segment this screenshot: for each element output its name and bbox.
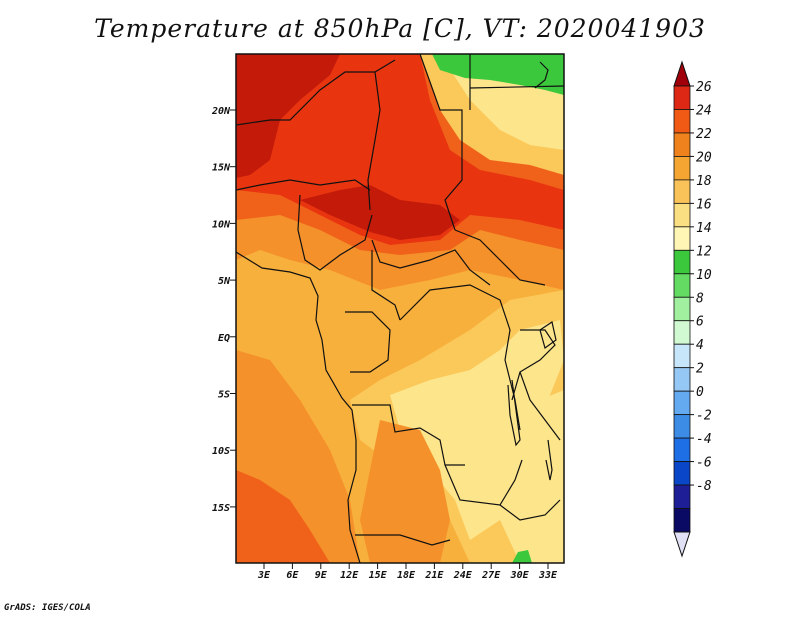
colorbar-segment xyxy=(673,273,691,298)
colorbar-label: -6 xyxy=(696,456,712,471)
lat-tick-label: 15S xyxy=(212,503,230,514)
border-car xyxy=(371,239,491,286)
coastline-west xyxy=(236,251,361,563)
colorbar-label: 2 xyxy=(696,362,704,377)
lon-tick-label: 18E xyxy=(397,570,416,581)
lat-tick-label: 15N xyxy=(212,163,231,174)
colorbar-label: -2 xyxy=(696,409,712,424)
colorbar-label: 4 xyxy=(696,338,704,353)
border-egypt-sudan xyxy=(469,85,564,89)
colorbar-label: 26 xyxy=(696,80,712,95)
field-cream-east xyxy=(500,390,564,563)
colorbar-label: 6 xyxy=(696,315,704,330)
latitude-axis: 20N 15N 10N 5N EQ 5S 10S 15S xyxy=(211,106,236,514)
colorbar-label: 22 xyxy=(696,127,712,142)
lon-tick-label: 15E xyxy=(369,570,388,581)
lake-tanganyika xyxy=(507,379,521,447)
lake-malawi xyxy=(545,439,553,481)
lon-tick-label: 27E xyxy=(481,570,501,581)
map-frame xyxy=(235,53,565,564)
border-nigeria xyxy=(297,194,373,271)
border-angola-south xyxy=(355,534,451,546)
lon-tick-label: 33E xyxy=(538,570,558,581)
colorbar-segment xyxy=(673,249,691,275)
lake-victoria xyxy=(539,321,557,349)
lon-tick-label: 24E xyxy=(453,570,473,581)
colorbar-label: 16 xyxy=(696,197,712,212)
lon-tick-label: 21E xyxy=(424,570,444,581)
border-niger-chad xyxy=(367,71,381,211)
lat-tick-label: 20N xyxy=(211,106,231,117)
colorbar-segment xyxy=(673,414,691,439)
lat-tick-label: EQ xyxy=(218,333,230,344)
border-tanzania xyxy=(519,371,561,441)
colorbar-label: -4 xyxy=(696,432,712,447)
colorbar-segment xyxy=(673,343,691,369)
lon-tick-label: 12E xyxy=(340,570,359,581)
lat-tick-label: 5N xyxy=(218,276,231,287)
border-sudan-south xyxy=(454,229,546,286)
lat-tick-label: 10S xyxy=(212,446,230,457)
colorbar-label: 20 xyxy=(696,150,712,165)
longitude-axis: 3E 6E 9E 12E 15E 18E 21E 24E 27E 30E 33E xyxy=(257,563,558,581)
colorbar-label: 18 xyxy=(696,174,712,189)
colorbar-segment xyxy=(673,132,691,157)
colorbar-bottom-arrow xyxy=(673,531,691,558)
colorbar-label: 12 xyxy=(696,244,712,259)
colorbar-segment xyxy=(673,461,691,486)
colorbar-segment xyxy=(673,367,691,392)
colorbar-label: 0 xyxy=(696,385,704,400)
border-chad-sudan xyxy=(419,54,463,231)
colorbar-label: 14 xyxy=(696,221,712,236)
border-sahel-south xyxy=(236,179,371,191)
field-orange-south xyxy=(360,420,450,563)
colorbar-label: -8 xyxy=(696,479,712,494)
grads-credit: GrADS: IGES/COLA xyxy=(4,603,91,613)
border-cameroon xyxy=(371,250,401,321)
colorbar-segment xyxy=(673,508,691,533)
coast-northeast xyxy=(534,61,549,89)
country-borders xyxy=(236,54,564,563)
field-green-northeast xyxy=(432,54,564,95)
colorbar-segment xyxy=(673,179,691,204)
colorbar-label: 10 xyxy=(696,268,712,283)
temperature-field xyxy=(236,54,564,563)
colorbar-segment xyxy=(673,484,691,509)
field-orange-red-southwest xyxy=(236,470,330,563)
colorbar-segment xyxy=(673,202,691,228)
lon-tick-label: 6E xyxy=(286,570,299,581)
lon-tick-label: 30E xyxy=(510,570,530,581)
field-green-southeast xyxy=(512,550,532,563)
colorbar-top-arrow xyxy=(673,60,691,87)
colorbar-segment xyxy=(673,296,691,322)
chart-title: Temperature at 850hPa [C], VT: 202004190… xyxy=(94,14,706,43)
lat-tick-label: 10N xyxy=(212,219,231,230)
border-mozambique xyxy=(499,499,561,521)
colorbar-segment xyxy=(673,390,691,416)
colorbar-segment xyxy=(673,437,691,462)
lon-tick-label: 9E xyxy=(315,570,328,581)
colorbar-label: 8 xyxy=(696,291,704,306)
colorbar-segment xyxy=(673,226,691,251)
colorbar-label: 24 xyxy=(696,103,712,118)
field-dark-red-northwest xyxy=(236,54,340,178)
colorbar-segment xyxy=(673,85,691,110)
colorbar-segment xyxy=(673,320,691,345)
colorbar-segment xyxy=(673,156,691,181)
colorbar-segment xyxy=(673,109,691,134)
lon-tick-label: 3E xyxy=(257,570,271,581)
field-dark-red-central xyxy=(300,185,460,240)
lat-tick-label: 5S xyxy=(218,390,230,401)
border-congo xyxy=(345,311,391,373)
